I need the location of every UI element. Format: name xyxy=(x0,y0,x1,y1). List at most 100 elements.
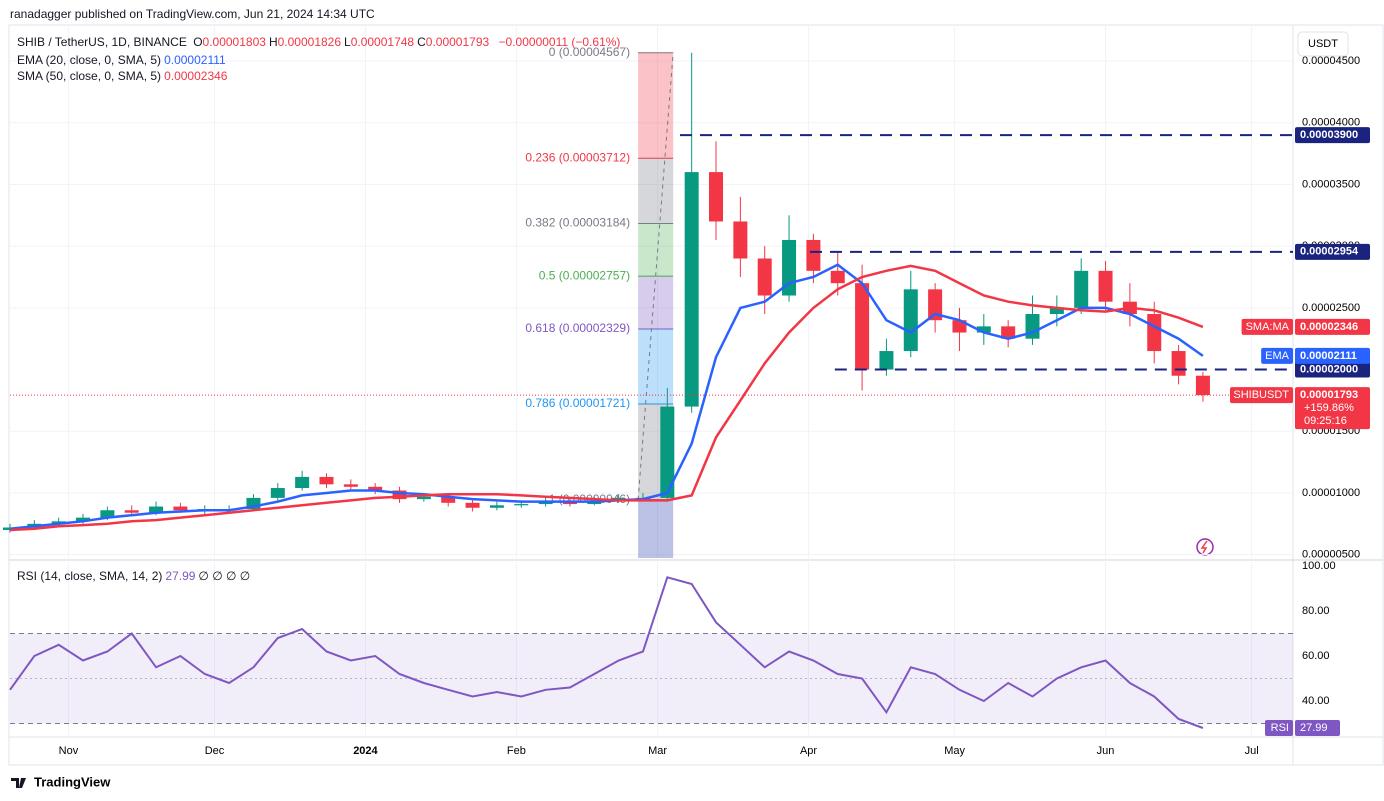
y-tick-label: 80.00 xyxy=(1302,605,1330,617)
rsi-flags: ∅ ∅ ∅ ∅ xyxy=(198,569,251,583)
fib-label: 0.786 (0.00001721) xyxy=(525,396,630,410)
fib-label: 0.618 (0.00002329) xyxy=(525,321,630,335)
fib-zone xyxy=(638,52,674,159)
change: −0.00000011 (−0.61%) xyxy=(498,35,621,49)
last-price-change: +159.86% xyxy=(1304,402,1354,414)
candle-body xyxy=(1171,351,1186,376)
last-price-name-box xyxy=(1230,387,1293,404)
symbol: SHIB / TetherUS, 1D, BINANCE xyxy=(17,35,187,49)
candle-body xyxy=(1001,326,1016,339)
x-tick-label: Dec xyxy=(205,745,225,757)
ma-tag-name-box xyxy=(1241,318,1293,335)
last-price-label: 0.00001793 xyxy=(1300,389,1358,401)
flash-icon[interactable] xyxy=(1196,538,1214,556)
x-tick-label: Jun xyxy=(1097,745,1115,757)
x-tick-label: Nov xyxy=(59,745,79,757)
ema-name: EMA (20, close, 0, SMA, 5) xyxy=(17,53,162,67)
level-tag-label: 0.00002000 xyxy=(1300,363,1358,375)
ohlc-key: O xyxy=(193,35,203,49)
candle-body xyxy=(1195,375,1210,396)
candle-body xyxy=(295,476,310,489)
y-tick-label: 0.00001000 xyxy=(1302,487,1360,499)
fib-zone xyxy=(638,276,674,329)
level-tag-label: 0.00002954 xyxy=(1300,246,1359,258)
legend-sma: SMA (50, close, 0, SMA, 5) 0.00002346 xyxy=(17,69,230,83)
ema-value: 0.00002111 xyxy=(164,53,226,67)
rsi-name: RSI (14, close, SMA, 14, 2) xyxy=(17,569,163,583)
ohlc-value: 0.00001803 xyxy=(202,35,266,49)
candle-body xyxy=(514,504,529,506)
x-tick-label: May xyxy=(944,745,965,757)
candle-body xyxy=(709,172,724,222)
publisher: ranadagger published on TradingView.com,… xyxy=(10,7,375,21)
candle-body xyxy=(1074,270,1089,308)
level-tag-box xyxy=(1295,243,1370,260)
candle-body xyxy=(489,505,504,508)
candle-body xyxy=(1098,270,1113,302)
ma-tag-name-box xyxy=(1261,347,1293,364)
candle-body xyxy=(441,496,456,503)
candle-body xyxy=(270,488,285,498)
candle-body xyxy=(149,506,164,513)
rsi-tag-box xyxy=(1295,720,1340,737)
candle-body xyxy=(903,289,918,352)
ohlc: O0.00001803 H0.00001826 L0.00001748 C0.0000… xyxy=(193,35,492,49)
y-tick-label: 60.00 xyxy=(1302,650,1330,662)
candle-body xyxy=(1147,314,1162,352)
candle-body xyxy=(416,496,431,500)
x-tick-label: Feb xyxy=(507,745,526,757)
x-tick-label: Apr xyxy=(800,745,817,757)
candle-body xyxy=(879,351,894,370)
candle-body xyxy=(1049,307,1064,315)
currency[interactable]: USDT xyxy=(1308,38,1338,50)
currency-button[interactable] xyxy=(1297,31,1349,57)
candle-body xyxy=(684,172,699,407)
ohlc-value: 0.00001826 xyxy=(277,35,342,49)
candle-body xyxy=(124,510,139,513)
candle-body xyxy=(928,289,943,321)
y-tick-label: 0.00000500 xyxy=(1302,549,1360,561)
footer-logo xyxy=(11,778,26,788)
candle-body xyxy=(465,502,480,508)
level-tag-label: 0.00003900 xyxy=(1300,129,1358,141)
ohlc-key: C xyxy=(417,35,426,49)
ohlc-value: 0.00001793 xyxy=(425,35,490,49)
candle-body xyxy=(830,270,845,284)
rsi-value: 27.99 xyxy=(165,569,196,583)
frame xyxy=(8,24,1384,766)
candle-body xyxy=(246,497,261,510)
last-price-box xyxy=(1295,387,1370,430)
rsi-line xyxy=(9,576,1204,729)
legend-ema: EMA (20, close, 0, SMA, 5) 0.00002111 xyxy=(17,53,229,67)
fib-trend xyxy=(637,52,674,500)
ma-tag-label: 0.00002346 xyxy=(1300,321,1358,333)
candle-body xyxy=(976,326,991,333)
x-tick-label: Jul xyxy=(1245,745,1259,757)
candle-body xyxy=(806,239,821,271)
candle-body xyxy=(319,476,334,485)
sma-value: 0.00002346 xyxy=(164,69,228,83)
candle-body xyxy=(368,486,383,491)
y-tick-label: 0.00004000 xyxy=(1302,117,1360,129)
last-price-name: SHIBUSDT xyxy=(1233,389,1289,401)
y-tick-label: 0.00002500 xyxy=(1302,302,1360,314)
candle-body xyxy=(343,484,358,487)
fib-zone xyxy=(638,223,674,277)
fib-label: 0.236 (0.00003712) xyxy=(525,150,630,164)
flash-icon-bolt xyxy=(1200,540,1208,554)
candle-body xyxy=(76,517,91,522)
ohlc-key: H xyxy=(268,35,278,49)
legend-main: SHIB / TetherUS, 1D, BINANCE O0.00001803… xyxy=(17,35,623,49)
candle-body xyxy=(100,510,115,518)
ma-tag-name: SMA:MA xyxy=(1246,321,1290,333)
candle-body xyxy=(611,497,626,501)
rsi-tag-label: 27.99 xyxy=(1300,722,1328,734)
candle-body xyxy=(855,283,870,370)
fib-label: 0.382 (0.00003184) xyxy=(525,216,630,230)
sma-name: SMA (50, close, 0, SMA, 5) xyxy=(17,69,162,83)
last-price-countdown: 09:25:16 xyxy=(1304,415,1347,427)
fib-label: 0 (0.00004567) xyxy=(549,45,630,59)
ma-tag-name: EMA xyxy=(1265,350,1290,362)
